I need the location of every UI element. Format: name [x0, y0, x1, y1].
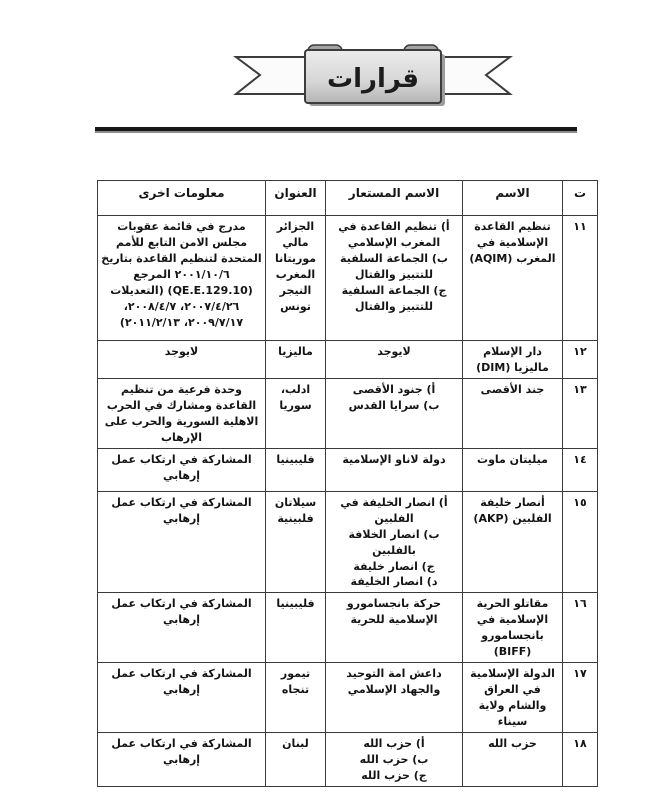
cell-address: فليبينيا: [265, 592, 326, 664]
cell-address: الجزائر مالي موريتانا المغرب النيجر تونس: [265, 215, 326, 341]
table-row: ١٨ حزب الله أ) حزب الله ب) حزب الله ج) ح…: [97, 731, 598, 787]
cell-name: تنظيم القاعدة الإسلامية في المغرب (AQIM): [462, 215, 563, 341]
cell-alias: حركة بانجسامورو الإسلامية للحرية: [325, 592, 463, 664]
decisions-table: ت الاسم الاسم المستعار العنوان معلومات ا…: [97, 180, 598, 787]
table-row: ١٢ دار الإسلام ماليزيا (DIM) لايوجد مالي…: [97, 340, 598, 379]
table-header-row: ت الاسم الاسم المستعار العنوان معلومات ا…: [97, 180, 598, 216]
cell-address: تيمور تنجاه: [265, 662, 326, 733]
cell-alias: أ) انصار الخليفة في الفلبين ب) انصار الخ…: [325, 490, 463, 594]
cell-alias: أ) جنود الأقصى ب) سرايا القدس: [325, 378, 463, 449]
cell-address: ماليزيا: [265, 340, 326, 379]
cell-info: المشاركة في ارتكاب عمل إرهابي: [97, 662, 266, 733]
cell-alias: أ) حزب الله ب) حزب الله ج) حزب الله: [325, 731, 463, 787]
cell-address: سيلاتان فلبينية: [265, 490, 326, 594]
cell-info: المشاركة في ارتكاب عمل إرهابي: [97, 447, 266, 492]
cell-no: ١٤: [562, 447, 598, 492]
cell-info: لايوجد: [97, 340, 266, 379]
ribbon-graphic: قرارات: [233, 44, 513, 106]
table-row: ١١ تنظيم القاعدة الإسلامية في المغرب (AQ…: [97, 215, 598, 341]
cell-name: جند الأقصى: [462, 378, 563, 449]
cell-name: حزب الله: [462, 731, 563, 787]
title-ribbon: قرارات: [233, 44, 513, 108]
horizontal-divider: [95, 127, 577, 133]
cell-info: المشاركة في ارتكاب عمل إرهابي: [97, 490, 266, 594]
cell-address: لبنان: [265, 731, 326, 787]
cell-alias: لايوجد: [325, 340, 463, 379]
cell-alias: أ) تنظيم القاعدة في المغرب الإسلامي ب) ا…: [325, 215, 463, 341]
cell-no: ١٢: [562, 340, 598, 379]
cell-name: أنصار خليفة الفلبين (AKP): [462, 490, 563, 594]
cell-no: ١٨: [562, 731, 598, 787]
cell-info: المشاركة في ارتكاب عمل إرهابي: [97, 731, 266, 787]
column-header-name: الاسم: [462, 180, 563, 216]
cell-no: ١٦: [562, 592, 598, 664]
cell-no: ١٧: [562, 662, 598, 733]
ribbon-plate: [304, 49, 442, 104]
cell-name: مقاتلو الحرية الإسلامية في بانجسامورو (B…: [462, 592, 563, 664]
cell-name: ميليتان ماوت: [462, 447, 563, 492]
cell-name: دار الإسلام ماليزيا (DIM): [462, 340, 563, 379]
cell-address: فليبينيا: [265, 447, 326, 492]
cell-name: الدولة الإسلامية في العراق والشام ولاية …: [462, 662, 563, 733]
cell-info: وحدة فرعية من تنظيم القاعدة ومشارك في ال…: [97, 378, 266, 449]
table-row: ١٣ جند الأقصى أ) جنود الأقصى ب) سرايا ال…: [97, 378, 598, 449]
column-header-info: معلومات اخرى: [97, 180, 266, 216]
table-row: ١٤ ميليتان ماوت دولة لاناو الإسلامية فلي…: [97, 447, 598, 492]
cell-no: ١٥: [562, 490, 598, 594]
cell-info: المشاركة في ارتكاب عمل إرهابي: [97, 592, 266, 664]
cell-info: مدرج في قائمة عقوبات مجلس الامن التابع ل…: [97, 215, 266, 341]
cell-no: ١٣: [562, 378, 598, 449]
cell-alias: داعش امة التوحيد والجهاد الإسلامي: [325, 662, 463, 733]
table-row: ١٦ مقاتلو الحرية الإسلامية في بانجسامورو…: [97, 592, 598, 664]
column-header-alias: الاسم المستعار: [325, 180, 463, 216]
page-title: قرارات: [327, 64, 419, 94]
ribbon-left-tail: [233, 56, 316, 95]
column-header-address: العنوان: [265, 180, 326, 216]
cell-address: ادلب، سوريا: [265, 378, 326, 449]
table-row: ١٥ أنصار خليفة الفلبين (AKP) أ) انصار ال…: [97, 490, 598, 594]
cell-no: ١١: [562, 215, 598, 341]
column-header-no: ت: [562, 180, 598, 216]
table-row: ١٧ الدولة الإسلامية في العراق والشام ولا…: [97, 662, 598, 733]
cell-alias: دولة لاناو الإسلامية: [325, 447, 463, 492]
